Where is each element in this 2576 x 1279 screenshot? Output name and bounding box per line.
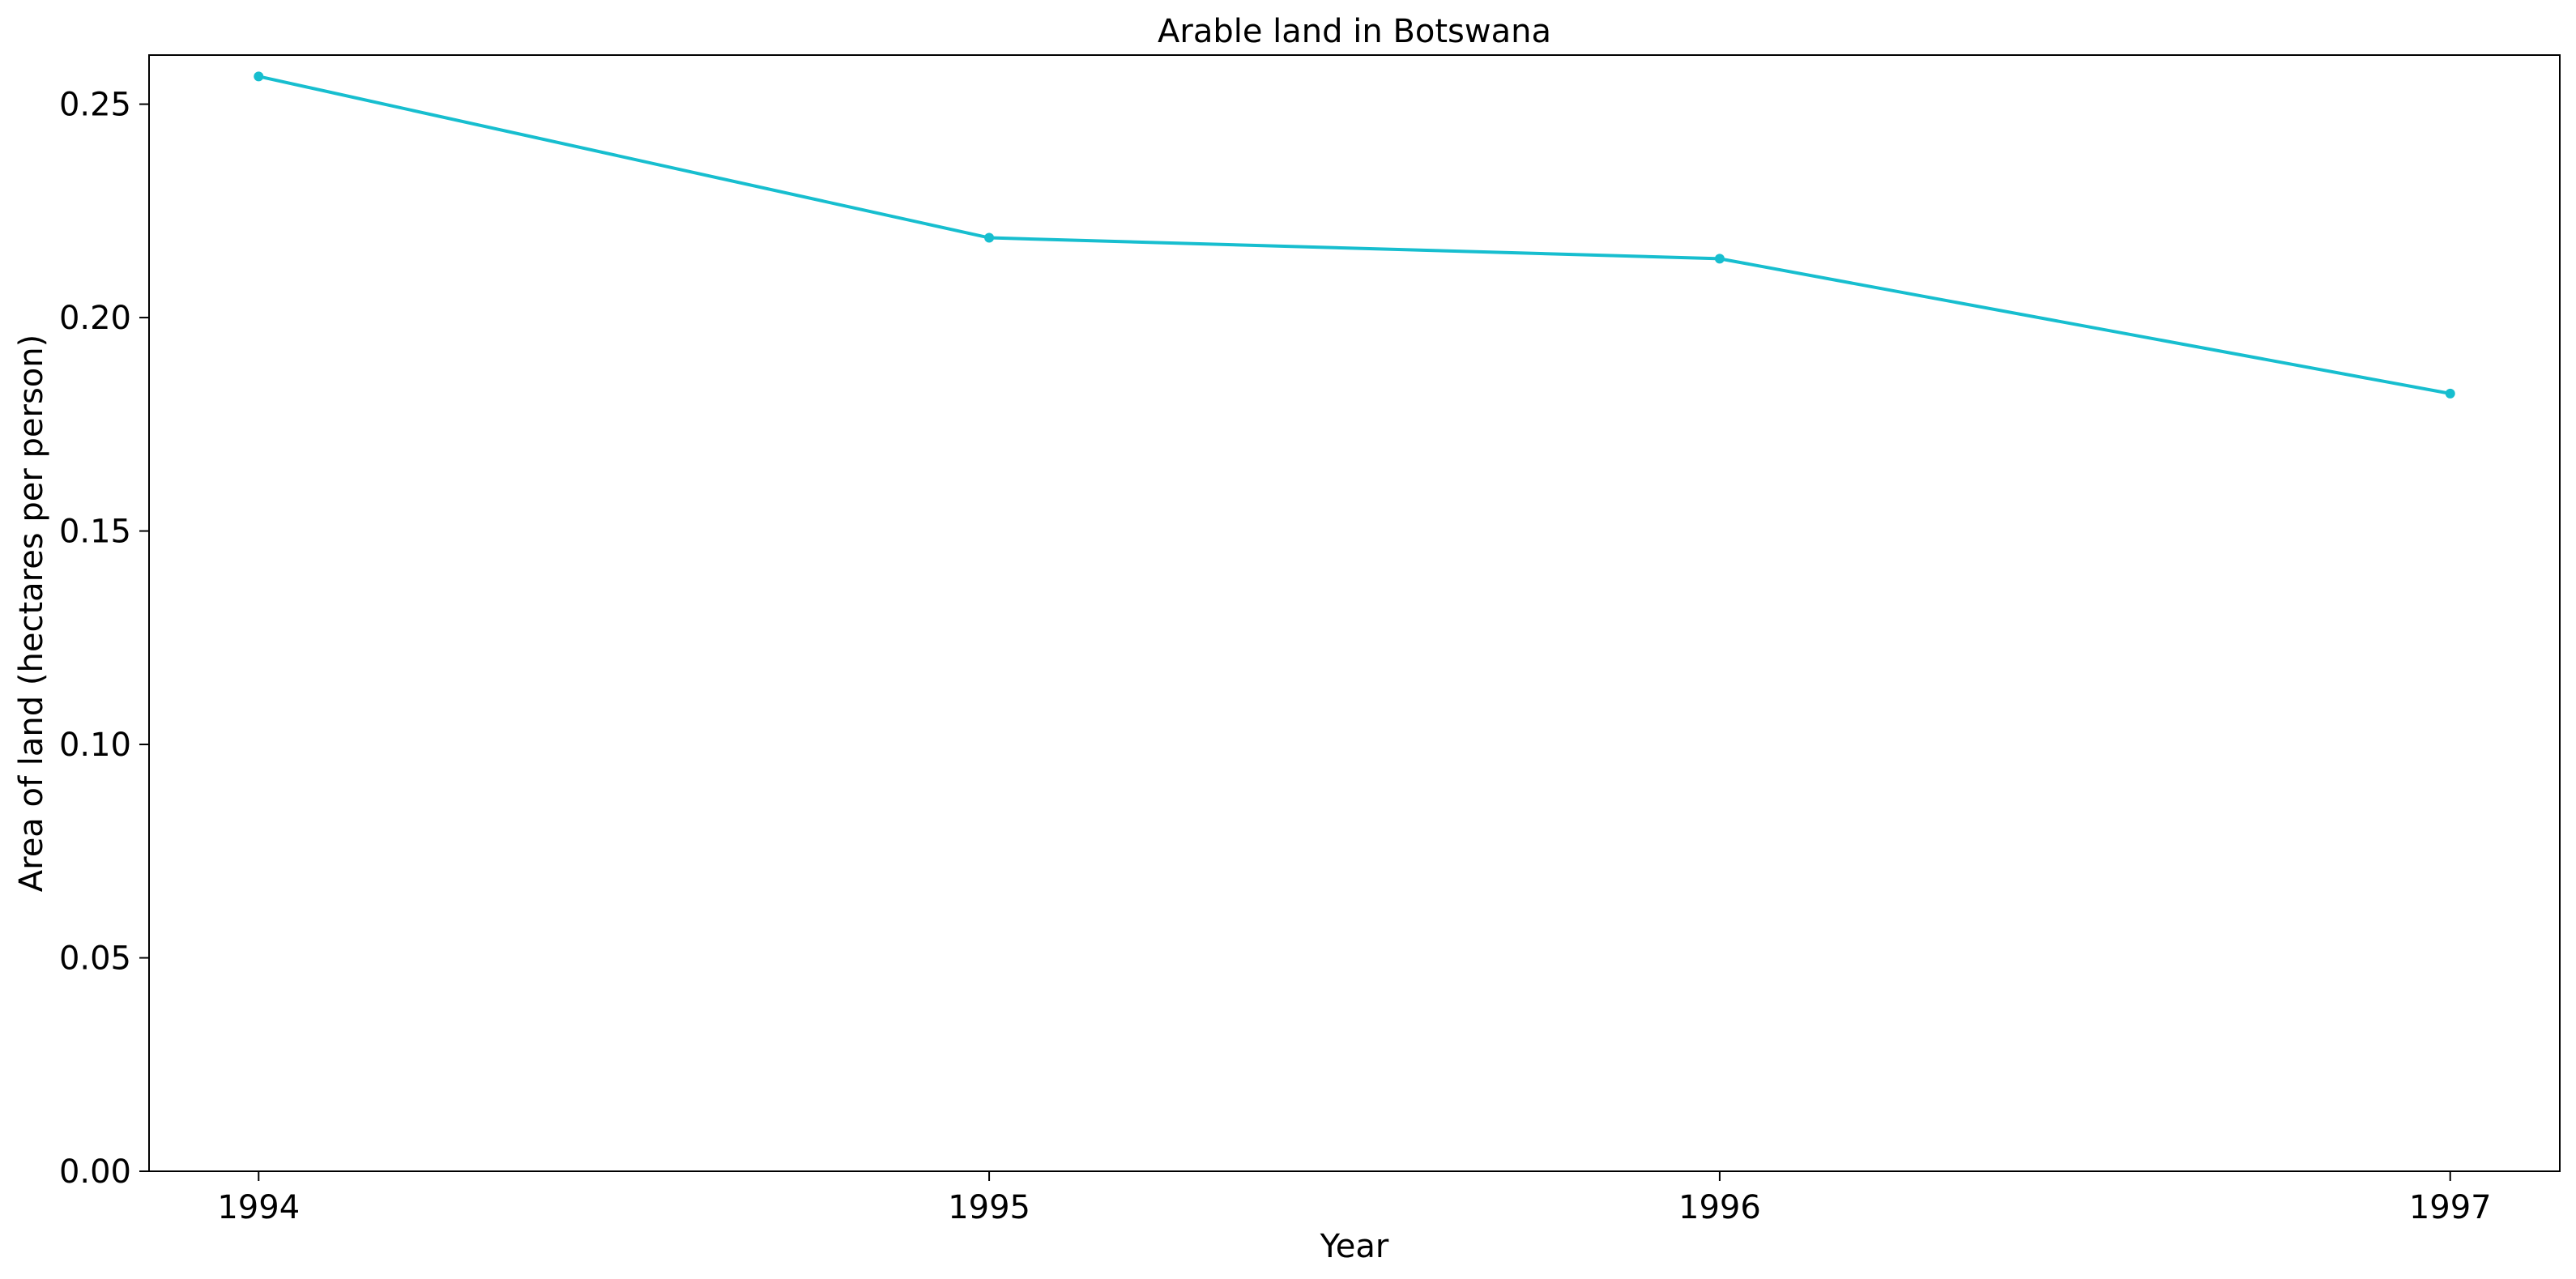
y-axis-ticks: 0.00 0.05 0.10 0.15 0.20 0.25 bbox=[59, 87, 149, 1191]
plot-frame bbox=[148, 54, 2561, 1172]
y-tick-label: 0.00 bbox=[59, 1153, 131, 1191]
data-point bbox=[254, 71, 264, 82]
x-tick-label: 1997 bbox=[2409, 1189, 2492, 1226]
data-point bbox=[1714, 254, 1725, 264]
y-tick-label: 0.05 bbox=[59, 940, 131, 978]
x-tick-label: 1994 bbox=[217, 1189, 300, 1226]
data-point bbox=[2445, 388, 2455, 399]
x-axis-ticks: 1994 1995 1996 1997 bbox=[217, 1171, 2492, 1226]
y-tick-label: 0.20 bbox=[59, 300, 131, 337]
series-group bbox=[254, 71, 2455, 399]
y-tick-label: 0.25 bbox=[59, 87, 131, 124]
data-point bbox=[984, 232, 995, 243]
chart-title: Arable land in Botswana bbox=[1158, 13, 1551, 50]
series-line bbox=[258, 75, 2451, 395]
x-tick-label: 1995 bbox=[948, 1189, 1030, 1226]
y-tick-label: 0.15 bbox=[59, 514, 131, 551]
x-tick-label: 1996 bbox=[1678, 1189, 1761, 1226]
y-axis-label: Area of land (hectares per person) bbox=[13, 335, 50, 892]
y-tick-label: 0.10 bbox=[59, 727, 131, 764]
x-axis-label: Year bbox=[1320, 1228, 1389, 1265]
